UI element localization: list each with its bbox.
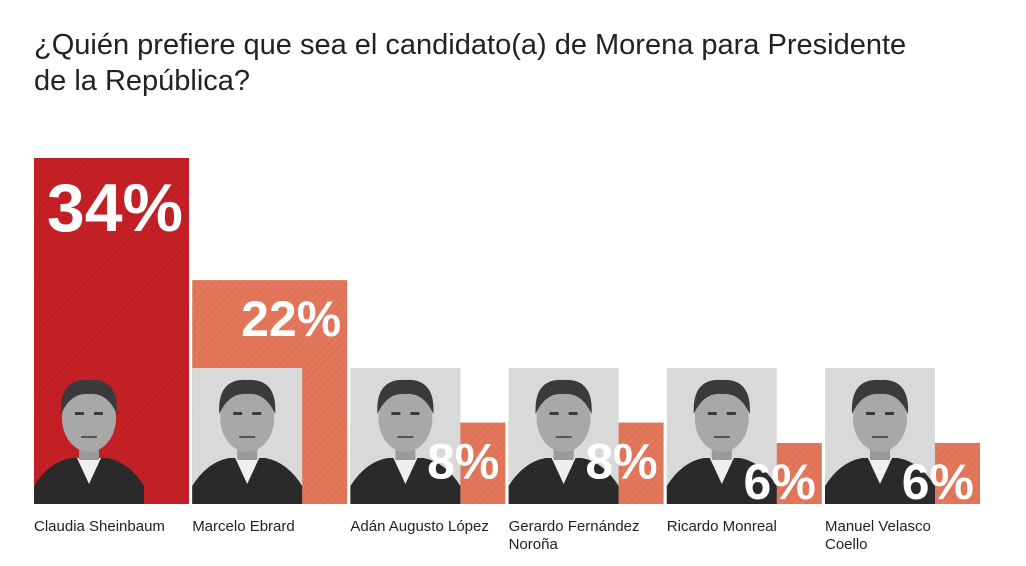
value-label: 6% bbox=[744, 454, 816, 510]
bar bbox=[34, 158, 189, 504]
portrait-icon bbox=[508, 368, 619, 504]
candidate-name: Ricardo Monreal bbox=[667, 518, 777, 535]
value-label: 22% bbox=[241, 291, 341, 347]
chart-title: ¿Quién prefiere que sea el candidato(a) … bbox=[34, 29, 907, 97]
candidate-name: Gerardo Fernández Noroña bbox=[509, 518, 640, 553]
value-label: 8% bbox=[585, 434, 657, 490]
portrait-icon bbox=[825, 368, 935, 504]
portrait-icon bbox=[666, 368, 777, 504]
candidate-name: Manuel Velasco Coello bbox=[825, 518, 931, 553]
portrait-icon bbox=[350, 368, 461, 504]
value-label: 6% bbox=[902, 454, 974, 510]
value-label: 8% bbox=[427, 434, 499, 490]
portrait-icon bbox=[34, 379, 144, 504]
portrait-icon bbox=[192, 368, 303, 504]
candidate-name: Marcelo Ebrard bbox=[192, 518, 295, 535]
candidate-name: Claudia Sheinbaum bbox=[34, 518, 165, 535]
candidate-name: Adán Augusto López bbox=[350, 518, 488, 535]
value-label: 34% bbox=[47, 170, 183, 246]
